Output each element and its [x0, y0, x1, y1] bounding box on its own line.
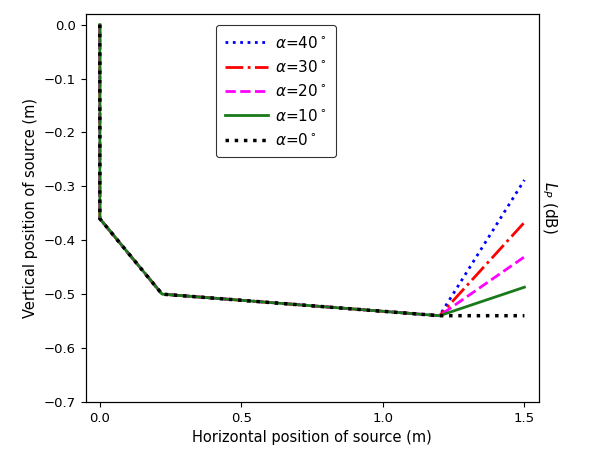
$\alpha$=0$^\circ$: [159, 292, 166, 297]
$\alpha$=20$^\circ$: [521, 254, 528, 260]
$\alpha$=30$^\circ$: [96, 216, 103, 221]
$\alpha$=30$^\circ$: [96, 22, 103, 27]
$\alpha$=40$^\circ$: [436, 313, 443, 318]
$\alpha$=40$^\circ$: [96, 216, 103, 221]
$\alpha$=30$^\circ$: [521, 219, 528, 225]
$\alpha$=20$^\circ$: [96, 216, 103, 221]
Line: $\alpha$=0$^\circ$: $\alpha$=0$^\circ$: [100, 24, 524, 316]
X-axis label: Horizontal position of source (m): Horizontal position of source (m): [192, 430, 432, 445]
$\alpha$=10$^\circ$: [159, 292, 166, 297]
$\alpha$=10$^\circ$: [521, 285, 528, 290]
$\alpha$=10$^\circ$: [96, 216, 103, 221]
$\alpha$=0$^\circ$: [436, 313, 443, 318]
Line: $\alpha$=40$^\circ$: $\alpha$=40$^\circ$: [100, 24, 524, 316]
$\alpha$=0$^\circ$: [521, 313, 528, 318]
Legend: $\alpha$=40$^\circ$, $\alpha$=30$^\circ$, $\alpha$=20$^\circ$, $\alpha$=10$^\cir: $\alpha$=40$^\circ$, $\alpha$=30$^\circ$…: [215, 25, 336, 158]
$\alpha$=40$^\circ$: [521, 177, 528, 183]
Line: $\alpha$=10$^\circ$: $\alpha$=10$^\circ$: [100, 24, 524, 316]
$\alpha$=10$^\circ$: [436, 313, 443, 318]
Y-axis label: $L_P$ (dB): $L_P$ (dB): [540, 182, 558, 234]
Line: $\alpha$=30$^\circ$: $\alpha$=30$^\circ$: [100, 24, 524, 316]
$\alpha$=20$^\circ$: [159, 292, 166, 297]
$\alpha$=40$^\circ$: [159, 292, 166, 297]
$\alpha$=30$^\circ$: [436, 313, 443, 318]
Y-axis label: Vertical position of source (m): Vertical position of source (m): [23, 98, 39, 318]
$\alpha$=0$^\circ$: [96, 22, 103, 27]
$\alpha$=30$^\circ$: [159, 292, 166, 297]
$\alpha$=40$^\circ$: [96, 22, 103, 27]
Line: $\alpha$=20$^\circ$: $\alpha$=20$^\circ$: [100, 24, 524, 316]
$\alpha$=20$^\circ$: [96, 22, 103, 27]
$\alpha$=10$^\circ$: [96, 22, 103, 27]
$\alpha$=20$^\circ$: [436, 313, 443, 318]
$\alpha$=0$^\circ$: [96, 216, 103, 221]
